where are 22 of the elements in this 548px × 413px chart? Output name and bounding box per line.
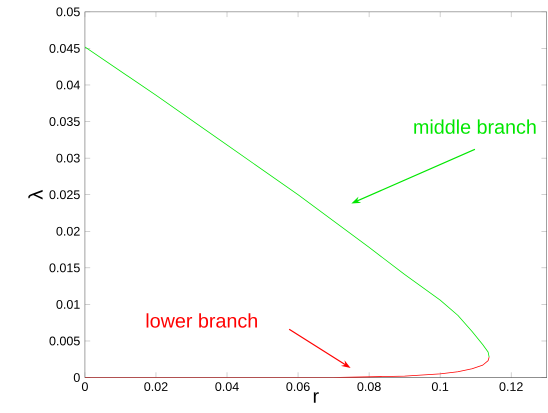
y-tick-label: 0.005 <box>50 336 80 346</box>
x-tick-label: 0.02 <box>144 382 168 391</box>
y-tick-label: 0.03 <box>56 154 80 162</box>
y-tick-label: 0.015 <box>50 263 80 272</box>
y-tick-label: 0.025 <box>50 190 80 199</box>
y-tick-label: 0.05 <box>56 7 80 16</box>
text: lower branch <box>146 313 257 328</box>
y-tick-label: 0.02 <box>56 226 80 236</box>
x-axis-title: r <box>314 392 319 403</box>
x-tick-label: 0.04 <box>215 382 239 391</box>
x-tick-label: 0 <box>82 382 88 391</box>
x-tick-label: 0.1 <box>432 382 448 391</box>
x-tick-label: 0.06 <box>286 382 310 391</box>
x-tick-label: 0.12 <box>500 382 523 391</box>
y-tick-label: 0.035 <box>50 116 80 126</box>
x-tick-label: 0.08 <box>357 382 381 391</box>
y-tick-label: 0 <box>74 372 80 382</box>
y-tick-label: 0.045 <box>50 44 80 53</box>
y-tick-label: 0.01 <box>56 300 80 309</box>
y-tick-label: 0.04 <box>56 80 80 90</box>
text: middle branch <box>414 119 536 134</box>
y-axis-title: λ <box>28 190 43 200</box>
